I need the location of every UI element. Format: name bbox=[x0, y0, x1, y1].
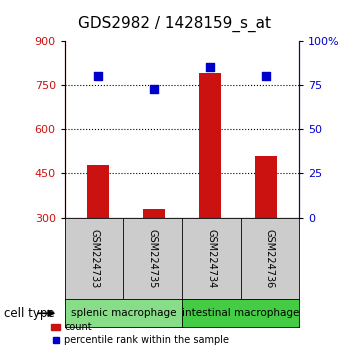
Text: GSM224733: GSM224733 bbox=[89, 229, 99, 288]
Legend: count, percentile rank within the sample: count, percentile rank within the sample bbox=[47, 319, 233, 349]
Point bbox=[151, 86, 157, 91]
Text: GSM224734: GSM224734 bbox=[206, 229, 216, 288]
Text: GSM224735: GSM224735 bbox=[148, 229, 158, 288]
Point bbox=[207, 64, 213, 70]
Point bbox=[263, 73, 268, 79]
Bar bbox=[143, 209, 165, 218]
Text: intestinal macrophage: intestinal macrophage bbox=[182, 308, 299, 318]
Text: GDS2982 / 1428159_s_at: GDS2982 / 1428159_s_at bbox=[78, 16, 272, 32]
Bar bbox=[199, 73, 221, 218]
Text: GSM224736: GSM224736 bbox=[265, 229, 275, 288]
Point bbox=[96, 73, 101, 79]
Text: cell type: cell type bbox=[4, 307, 54, 320]
Text: splenic macrophage: splenic macrophage bbox=[71, 308, 176, 318]
Bar bbox=[87, 165, 110, 218]
Bar bbox=[254, 156, 277, 218]
